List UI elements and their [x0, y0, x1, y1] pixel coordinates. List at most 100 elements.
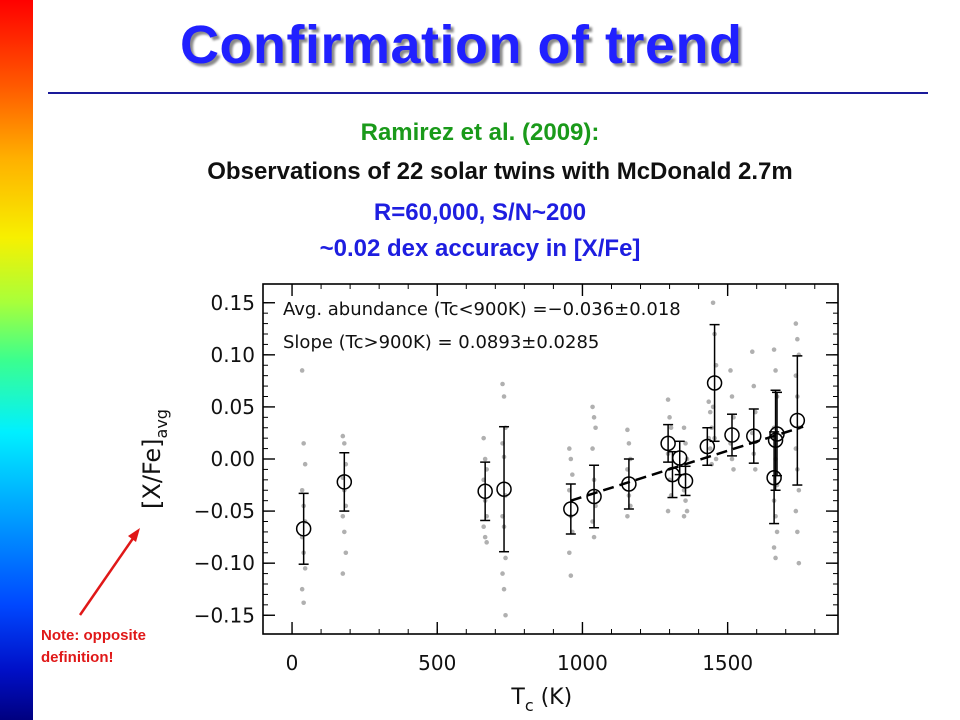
- y-axis-label: [X/Fe]avg: [138, 409, 171, 509]
- individual-point: [590, 404, 595, 410]
- individual-point: [591, 415, 597, 420]
- x-axis-label: Tc (K): [510, 685, 572, 715]
- individual-point: [626, 441, 632, 446]
- y-tick-label: 0.05: [210, 395, 255, 419]
- resolution-specs: R=60,000, S/N~200: [373, 199, 587, 226]
- individual-point: [591, 534, 597, 540]
- individual-point: [340, 571, 346, 576]
- note-arrow-icon: [78, 528, 140, 616]
- individual-point: [299, 368, 305, 373]
- mean-abundance-marker: [677, 473, 694, 489]
- y-tick-label: 0.15: [210, 291, 255, 315]
- individual-point: [482, 534, 488, 540]
- mean-abundance-marker: [586, 488, 602, 505]
- individual-point: [665, 397, 671, 402]
- individual-point: [501, 394, 507, 399]
- individual-point: [625, 513, 630, 519]
- individual-point: [771, 545, 777, 550]
- individual-point: [681, 425, 687, 431]
- y-tick-label: −0.05: [194, 499, 255, 523]
- individual-point: [340, 433, 346, 439]
- definition-note: Note: opposite definition!: [41, 625, 201, 669]
- individual-point: [707, 446, 713, 451]
- y-tick-label: 0.10: [210, 343, 255, 367]
- source-reference: Ramirez et al. (2009):: [360, 119, 600, 146]
- individual-point: [568, 456, 574, 462]
- individual-point: [503, 555, 508, 561]
- observation-description: Observations of 22 solar twins with McDo…: [207, 158, 793, 185]
- individual-point: [340, 513, 346, 519]
- individual-point: [749, 349, 755, 355]
- individual-point: [665, 508, 671, 514]
- mean-abundance-marker: [769, 426, 785, 442]
- mean-abundance-marker: [789, 412, 806, 429]
- individual-point: [707, 409, 713, 415]
- note-line-2: definition!: [41, 649, 114, 666]
- individual-point: [302, 461, 308, 467]
- individual-point: [482, 456, 488, 462]
- individual-point: [683, 498, 688, 503]
- mean-abundance-marker: [336, 474, 353, 490]
- individual-point: [795, 336, 800, 342]
- individual-point: [567, 446, 572, 451]
- individual-point: [793, 508, 799, 514]
- slide-title: Confirmation of trend: [180, 15, 743, 75]
- mean-abundance-marker: [660, 435, 676, 452]
- mean-abundance-marker: [699, 438, 716, 455]
- individual-point: [728, 368, 733, 373]
- mean-abundance-marker: [746, 428, 762, 444]
- individual-point: [343, 550, 349, 556]
- individual-point: [773, 555, 778, 561]
- mean-abundance-marker: [767, 432, 784, 448]
- individual-point: [667, 415, 672, 420]
- individual-point: [481, 524, 486, 530]
- mean-abundance-marker: [621, 476, 637, 492]
- individual-point: [301, 441, 306, 446]
- individual-point: [795, 529, 800, 535]
- individual-point: [774, 529, 780, 535]
- y-tick-label: −0.10: [194, 551, 255, 575]
- mean-abundance-marker: [563, 501, 579, 517]
- individual-point: [771, 347, 777, 352]
- individual-point: [503, 612, 508, 618]
- individual-point: [568, 573, 574, 578]
- individual-point: [684, 508, 690, 514]
- individual-point: [773, 368, 778, 373]
- individual-point: [796, 487, 802, 493]
- individual-point: [713, 456, 719, 462]
- individual-point: [796, 560, 802, 566]
- individual-point: [301, 600, 306, 606]
- individual-point: [484, 540, 489, 545]
- individual-point: [299, 487, 305, 493]
- individual-point: [342, 441, 347, 446]
- individual-point: [751, 383, 757, 389]
- x-tick-label: 500: [418, 651, 456, 675]
- individual-point: [302, 566, 308, 571]
- individual-point: [593, 425, 598, 431]
- individual-point: [793, 321, 799, 326]
- abundance-trend-chart: 0.15 0.10 0.05 0.00 −0.05 −0.10 −0.15 0 500 1000 1…: [138, 283, 839, 715]
- mean-abundance-marker: [496, 481, 512, 497]
- accuracy-specs: ~0.02 dex accuracy in [X/Fe]: [319, 235, 641, 262]
- individual-point: [710, 300, 716, 306]
- mean-abundance-marker: [477, 483, 493, 500]
- individual-point: [706, 399, 712, 405]
- individual-point: [500, 571, 505, 576]
- individual-point: [342, 529, 347, 535]
- title-divider: [48, 92, 928, 94]
- individual-point: [590, 446, 595, 451]
- mean-abundance-marker: [724, 427, 740, 443]
- mean-abundance-marker: [295, 521, 312, 537]
- fit-annotation: Slope (Tc>900K) = 0.0893±0.0285: [283, 332, 599, 353]
- note-line-1: Note: opposite: [41, 627, 146, 644]
- y-tick-label: 0.00: [210, 447, 255, 471]
- x-tick-label: 1000: [557, 651, 608, 675]
- mean-abundance-marker: [671, 450, 688, 466]
- individual-point: [481, 435, 486, 441]
- individual-point: [683, 441, 688, 446]
- individual-point: [729, 456, 735, 462]
- x-tick-label: 1500: [702, 651, 753, 675]
- mean-abundance-marker: [766, 470, 782, 486]
- individual-point: [299, 586, 305, 592]
- individual-point: [668, 425, 674, 431]
